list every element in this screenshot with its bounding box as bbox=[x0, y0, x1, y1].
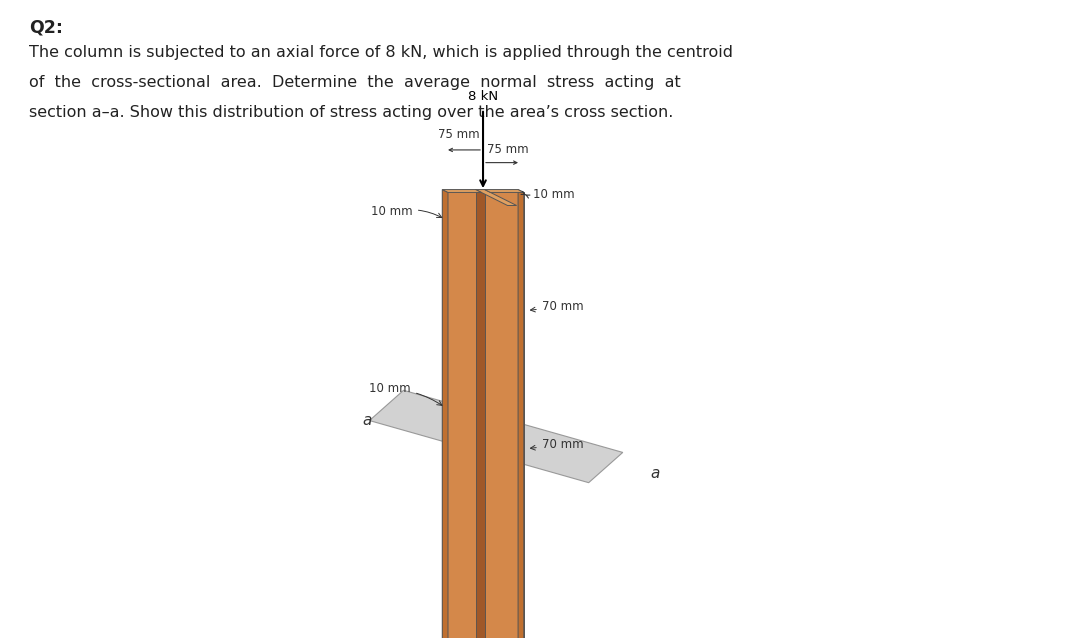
Text: 75 mm: 75 mm bbox=[437, 128, 480, 141]
Polygon shape bbox=[475, 190, 485, 639]
Text: of  the  cross-sectional  area.  Determine  the  average  normal  stress  acting: of the cross-sectional area. Determine t… bbox=[29, 75, 681, 90]
Text: 10 mm: 10 mm bbox=[369, 382, 442, 405]
Polygon shape bbox=[485, 190, 516, 639]
Text: 70 mm: 70 mm bbox=[530, 438, 583, 451]
Polygon shape bbox=[369, 390, 623, 482]
Polygon shape bbox=[475, 190, 508, 639]
Polygon shape bbox=[490, 192, 524, 639]
Polygon shape bbox=[475, 190, 485, 639]
Text: 10 mm: 10 mm bbox=[532, 189, 575, 201]
Text: a: a bbox=[363, 413, 372, 428]
Polygon shape bbox=[442, 190, 475, 639]
Text: 75 mm: 75 mm bbox=[487, 143, 528, 156]
Text: The column is subjected to an axial force of 8 kN, which is applied through the : The column is subjected to an axial forc… bbox=[29, 45, 733, 60]
Polygon shape bbox=[475, 190, 516, 206]
Polygon shape bbox=[442, 190, 482, 192]
Polygon shape bbox=[485, 190, 524, 192]
Polygon shape bbox=[448, 192, 482, 639]
Polygon shape bbox=[442, 190, 448, 639]
Text: 70 mm: 70 mm bbox=[530, 300, 583, 313]
Text: 10 mm: 10 mm bbox=[372, 205, 442, 219]
Polygon shape bbox=[508, 206, 516, 639]
Polygon shape bbox=[518, 190, 524, 639]
Polygon shape bbox=[485, 190, 518, 639]
Text: Q2:: Q2: bbox=[29, 19, 64, 36]
Text: 8 kN: 8 kN bbox=[468, 90, 498, 103]
Text: a: a bbox=[650, 466, 660, 481]
Text: section a–a. Show this distribution of stress acting over the area’s cross secti: section a–a. Show this distribution of s… bbox=[29, 105, 674, 120]
